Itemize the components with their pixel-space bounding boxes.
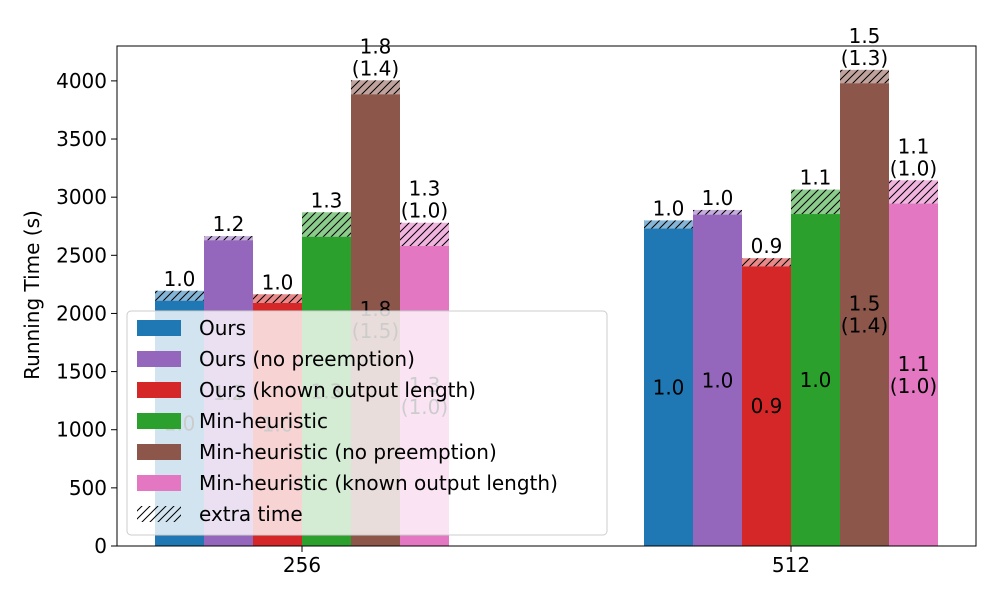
bar [840,83,889,547]
legend-label: Ours [199,316,246,340]
legend-swatch [137,320,181,336]
extra-time-hatch [204,236,253,241]
legend-label: Min-heuristic (known output length) [199,471,558,495]
legend-label: extra time [199,502,303,526]
extra-time-hatch [302,212,351,237]
bar-inside-label: 1.0 [653,375,685,399]
axes-layer: 0 500 1000 1500 2000 2500 3000 3500 4000 256 512 [56,45,977,577]
bar-top-label: 1.3 (1.0) [401,177,448,223]
extra-time-hatch [253,294,302,303]
legend-label: Min-heuristic (no preemption) [199,440,497,464]
legend-label: Min-heuristic [199,409,328,433]
extra-time-hatch [400,222,449,246]
y-tick-label: 4000 [56,69,107,93]
bar-top-label: 1.1 [800,166,832,190]
extra-time-hatch [791,189,840,215]
y-tick-label: 0 [94,534,107,558]
bar-top-label: 1.0 [262,270,294,294]
y-tick-label: 3000 [56,185,107,209]
extra-time-hatch [351,80,400,95]
legend-box [126,310,608,536]
y-tick-label: 1500 [56,360,107,384]
bar-top-label: 1.0 [702,186,734,210]
bar [644,228,693,546]
extra-time-hatch [840,69,889,84]
bar-inside-label: 1.1 (1.0) [890,352,937,398]
legend-swatch [137,475,181,491]
bar-inside-label: 1.0 [702,368,734,392]
bar-inside-label: 1.0 [800,368,832,392]
extra-time-hatch [693,209,742,215]
y-tick-label: 2000 [56,301,107,325]
legend-label: Ours (no preemption) [199,347,415,371]
y-tick-label: 3500 [56,127,107,151]
y-tick-label: 2500 [56,243,107,267]
bar-inside-label: 0.9 [751,394,783,418]
bar-top-label: 1.0 [164,267,196,291]
bar [693,214,742,546]
y-axis-label: Running Time (s) [20,210,44,380]
bar-top-label: 1.1 (1.0) [890,134,937,180]
bar [742,266,791,546]
bar [889,203,938,546]
bar [791,214,840,546]
top-labels-layer: 1.0 1.0 1.2 1.0 1.0 0.9 1.3 1.1 1.8 (1.4) 1.5 (1.3)… [164,24,938,294]
extra-time-hatch [742,258,791,267]
bar-top-label: 1.3 [311,188,343,212]
legend-swatch [137,351,181,367]
legend: Ours Ours (no preemption) Ours (known outp… [126,310,608,536]
bar-top-label: 1.0 [653,196,685,220]
extra-time-hatch [644,220,693,229]
legend-swatch [137,382,181,398]
legend-swatch [137,413,181,429]
x-tick-label: 256 [283,553,321,577]
extra-time-hatch [889,180,938,204]
x-tick-label: 512 [772,553,810,577]
bar-top-label: 1.8 (1.4) [352,34,399,80]
y-tick-label: 1000 [56,418,107,442]
legend-swatch-extra-time [137,506,181,522]
bar-top-label: 1.2 [213,212,245,236]
bar-top-label: 0.9 [751,234,783,258]
extra-time-hatch [155,290,204,301]
y-tick-label: 500 [69,476,107,500]
legend-swatch [137,444,181,460]
bar-top-label: 1.5 (1.3) [841,24,888,70]
legend-label: Ours (known output length) [199,378,476,402]
bar-inside-label: 1.5 (1.4) [841,292,888,338]
plot-frame [116,45,977,547]
